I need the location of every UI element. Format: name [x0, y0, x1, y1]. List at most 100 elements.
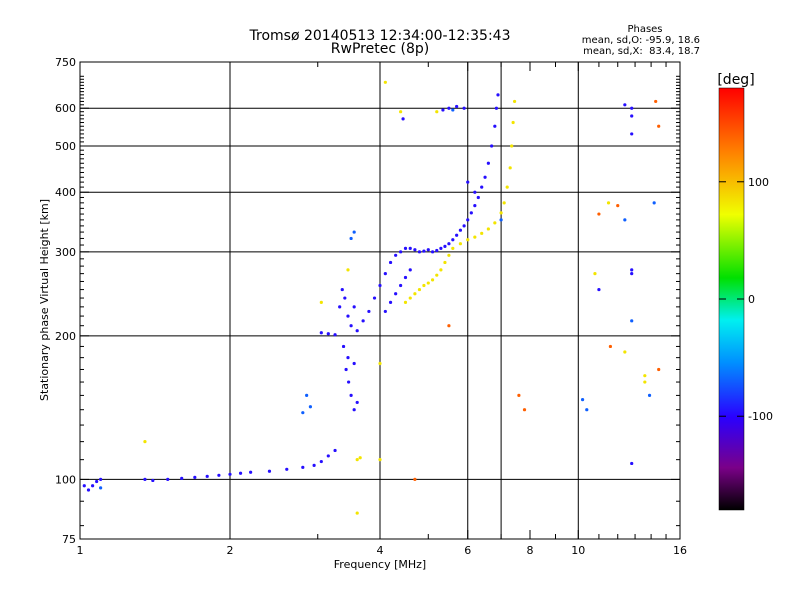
data-point	[383, 309, 387, 314]
data-point	[466, 218, 470, 222]
data-point	[388, 260, 393, 265]
data-point	[443, 260, 447, 265]
data-point	[401, 117, 405, 121]
data-point	[308, 405, 313, 409]
chart-subtitle: RwPretec (8p)	[331, 41, 429, 57]
data-point	[486, 161, 490, 165]
data-point	[355, 400, 359, 405]
data-point	[593, 272, 597, 276]
x-tick-label: 6	[464, 544, 471, 557]
phases-stat-x: mean, sd,X: 83.4, 18.7	[583, 46, 700, 57]
data-point	[499, 211, 503, 215]
data-point	[483, 175, 487, 179]
data-point	[480, 231, 484, 235]
x-tick-label: 10	[571, 544, 585, 557]
data-point	[238, 471, 243, 475]
data-point	[388, 300, 393, 305]
data-point	[358, 456, 362, 460]
data-point	[496, 93, 500, 97]
data-point	[435, 248, 439, 253]
data-point	[447, 242, 451, 246]
y-tick-label: 75	[62, 533, 76, 546]
data-point	[417, 287, 422, 292]
data-point	[426, 248, 430, 252]
data-point	[352, 230, 356, 234]
data-point	[517, 393, 521, 398]
y-tick-label: 750	[55, 56, 76, 69]
data-point	[352, 305, 356, 309]
colorbar-label: [deg]	[717, 72, 754, 88]
data-point	[512, 99, 517, 104]
data-point	[349, 324, 353, 328]
x-tick-label: 8	[527, 544, 534, 557]
colorbar-ticks: 100 0 -100	[719, 176, 773, 423]
data-point	[301, 465, 305, 469]
data-point	[630, 272, 634, 276]
data-point	[466, 238, 470, 242]
axis-ticks	[79, 61, 681, 540]
data-point	[443, 244, 447, 248]
data-point	[403, 275, 408, 280]
data-point	[347, 380, 351, 384]
data-point	[462, 106, 466, 110]
data-point	[502, 201, 506, 205]
data-point	[630, 319, 634, 323]
data-point	[285, 467, 289, 471]
data-point	[333, 333, 337, 337]
data-point	[349, 393, 353, 398]
x-tick-label: 4	[377, 544, 384, 557]
data-point	[349, 236, 353, 241]
data-point	[346, 356, 350, 360]
data-point	[597, 287, 601, 292]
data-point	[430, 250, 435, 254]
data-point	[413, 292, 417, 296]
data-point	[430, 278, 435, 282]
colorbar-tick-label: -100	[748, 410, 773, 423]
data-point	[652, 201, 656, 205]
y-tick-label: 400	[55, 186, 76, 199]
data-point	[623, 103, 627, 107]
data-point	[82, 484, 86, 488]
data-point	[435, 273, 439, 277]
data-point	[326, 454, 330, 458]
data-point	[469, 211, 473, 215]
data-point	[494, 106, 499, 110]
data-point	[352, 408, 356, 412]
data-point	[86, 488, 91, 492]
data-point	[346, 314, 350, 318]
data-point	[378, 458, 382, 462]
data-point	[205, 474, 209, 478]
data-point	[319, 300, 323, 305]
x-tick-label: 2	[227, 544, 234, 557]
data-point	[647, 393, 652, 398]
data-point	[355, 329, 359, 333]
x-tick-label: 16	[673, 544, 687, 557]
data-point	[643, 374, 647, 378]
data-point	[630, 106, 634, 110]
data-point	[508, 166, 512, 170]
data-point	[616, 203, 620, 208]
phases-stat-o: mean, sd,O: -95.9, 18.6	[582, 35, 700, 46]
data-point	[458, 242, 463, 246]
data-point	[435, 110, 439, 114]
data-point	[408, 296, 412, 300]
data-point	[630, 461, 634, 466]
data-point	[447, 324, 451, 328]
data-point	[343, 296, 347, 300]
x-tick-label: 1	[77, 544, 84, 557]
colorbar-tick-label: 0	[748, 293, 755, 306]
y-tick-label: 300	[55, 246, 76, 259]
data-point	[399, 110, 403, 114]
data-point	[312, 463, 316, 467]
data-point	[394, 292, 398, 296]
data-point	[657, 124, 661, 128]
data-point	[630, 114, 634, 118]
data-point	[338, 305, 342, 309]
data-point	[505, 185, 509, 189]
data-point	[301, 411, 305, 415]
data-points	[82, 80, 661, 515]
data-point	[623, 218, 627, 222]
data-point	[510, 144, 514, 148]
data-point	[378, 283, 382, 288]
